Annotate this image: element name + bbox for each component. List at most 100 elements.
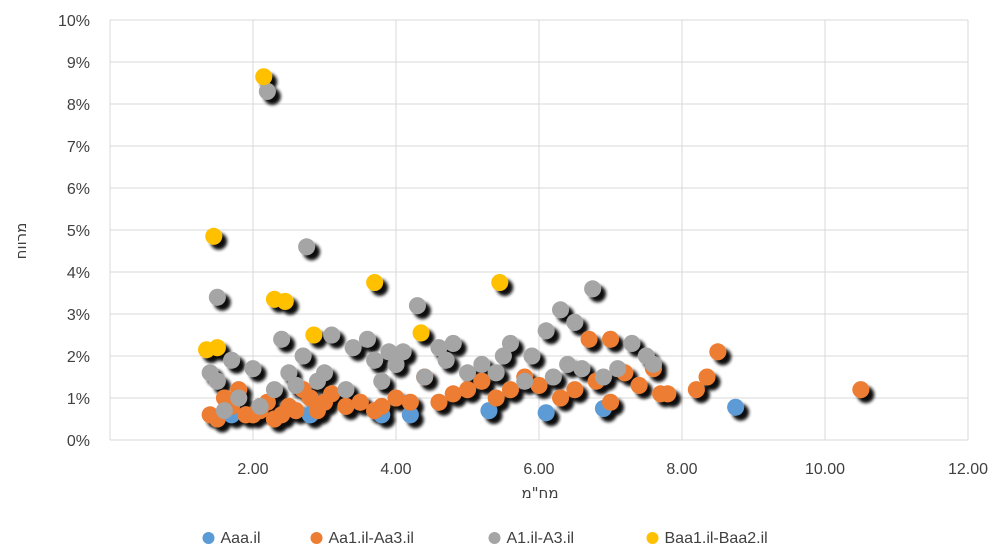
series-1-point [373,397,391,415]
series-2-point [344,339,362,357]
series-2-point [559,355,577,373]
series-2-point [316,364,333,382]
legend-marker [646,532,659,544]
series-2-point [251,397,269,415]
series-3-point [491,274,509,291]
series-2-point [430,339,448,357]
series-2-point [280,364,298,382]
series-2-point [494,347,512,365]
y-tick-label: 6% [67,181,90,198]
series-2-point [387,355,405,373]
series-1-point [501,381,519,399]
y-tick-label: 3% [67,307,90,324]
data-points [198,68,870,428]
series-1-point [387,389,405,407]
series-1-point [659,385,677,403]
y-tick-label: 2% [67,349,90,366]
series-3-point [255,68,273,86]
series-0-point [537,404,555,422]
y-tick-label: 0% [67,433,90,450]
series-2-point [258,82,276,100]
legend-marker [202,532,215,544]
series-3-point [366,274,384,291]
legend-marker [488,532,501,544]
series-2-point [623,334,641,352]
series-1-point [709,343,727,361]
y-tick-label: 10% [58,13,90,30]
series-2-point [373,372,391,390]
x-tick-label: 6.00 [523,461,554,478]
series-1-point [287,402,305,420]
series-2-point [215,402,233,420]
series-1-point [301,389,319,407]
series-2-point [552,301,569,319]
series-2-point [287,376,305,394]
series-2-point [358,330,376,348]
legend: Aaa.il Aa1.il-Aa3.il A1.il-A3.il Baa1.il-Ba… [202,530,768,547]
series-1-point [566,381,584,399]
series-2-point [337,381,355,399]
series-1-point [323,385,341,403]
series-2-point [566,313,584,331]
series-2-point [437,351,455,369]
y-tick-label: 5% [67,223,90,240]
series-2-point [366,351,384,369]
legend-label: Aaa.il [221,530,261,547]
series-2-point [380,343,398,361]
x-tick-label: 12.00 [948,461,988,478]
series-2-point [230,389,248,407]
series-3-point [412,324,430,342]
y-tick-label: 4% [67,265,90,282]
series-1-point [430,393,448,411]
series-1-point [459,381,476,399]
y-tick-label: 1% [67,391,90,408]
series-2-point [501,334,519,352]
series-2-point [573,360,591,378]
series-2-point [584,280,602,298]
series-2-point [273,330,291,348]
x-axis-title: מח"מ [521,484,558,502]
series-2-point [208,372,226,390]
x-tick-label: 10.00 [805,461,845,478]
x-tick-label: 8.00 [666,461,697,478]
series-3-point [305,326,323,344]
series-1-point [580,330,598,348]
series-0-point [727,398,745,416]
series-1-point [602,393,619,411]
x-tick-label: 4.00 [380,461,411,478]
series-1-point [337,397,355,415]
series-2-point [473,355,491,373]
series-2-point [523,347,541,365]
series-1-point [602,330,619,348]
series-1-point [444,385,462,403]
series-1-point [698,368,716,386]
series-2-point [408,297,426,315]
legend-label: A1.il-A3.il [507,530,575,547]
legend-marker [310,532,323,544]
series-2-point [516,372,534,390]
series-3-point [208,339,226,357]
legend-label: Aa1.il-Aa3.il [329,530,414,547]
series-1-point [351,393,369,411]
series-0-point [401,406,419,424]
series-2-point [323,326,341,344]
series-1-point [687,381,705,399]
series-2-point [223,351,241,369]
series-3-point [205,227,223,245]
series-1-point [852,381,870,399]
axis-ticks: 0% 1% 2% 3% 4% 5% 6% 7% 8% 9% 10% 2.00 4.00 6.00 8.00 1… [58,13,988,478]
series-2-point [644,355,662,373]
x-tick-label: 2.00 [237,461,268,478]
series-2-point [609,360,627,378]
series-1-point [530,376,548,394]
series-2-point [244,360,262,378]
series-2-point [394,343,412,361]
series-2-point [444,334,462,352]
legend-label: Baa1.il-Baa2.il [665,530,768,547]
series-2-point [416,368,434,386]
series-0-point [480,402,498,420]
series-2-point [544,368,562,386]
series-2-point [487,364,505,382]
series-1-point [401,393,419,411]
